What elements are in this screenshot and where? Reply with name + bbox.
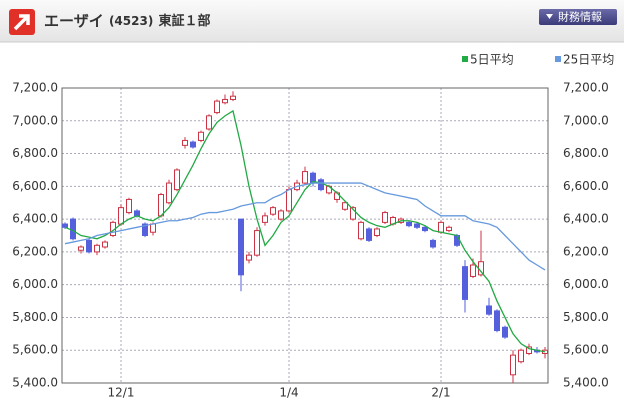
button-arrow — [546, 14, 553, 19]
candle-body — [86, 239, 92, 253]
y-tick-label: 5,600.0 — [12, 343, 58, 357]
icon-arrow — [13, 14, 30, 31]
candle-body — [406, 221, 412, 227]
candle-body — [126, 198, 132, 214]
y2-tick-label: 5,400.0 — [563, 376, 609, 390]
y2-tick-label: 6,800.0 — [563, 146, 609, 160]
candle-body — [190, 141, 196, 148]
candle-body — [502, 326, 508, 338]
candle-body — [422, 226, 428, 232]
y-tick-label: 5,400.0 — [12, 376, 58, 390]
candle-body — [526, 346, 532, 355]
candle-body — [494, 310, 500, 332]
candle-body — [102, 241, 108, 248]
candle-body — [270, 207, 276, 215]
y2-tick-label: 6,400.0 — [563, 212, 609, 226]
legend-swatch — [462, 56, 468, 62]
y-tick-label: 6,200.0 — [12, 244, 58, 258]
y-tick-label: 6,000.0 — [12, 277, 58, 291]
candle-body — [262, 215, 268, 223]
candle-body — [358, 221, 364, 240]
candle-body — [342, 202, 348, 210]
y-tick-label: 6,600.0 — [12, 179, 58, 193]
legend-label: 5日平均 — [470, 53, 514, 67]
y-tick-label: 7,200.0 — [12, 81, 58, 95]
candle-body — [246, 254, 252, 261]
candle-body — [238, 218, 244, 276]
candle-body — [198, 131, 204, 141]
candle-body — [470, 264, 476, 277]
candle-body — [230, 95, 236, 100]
candle-body — [374, 228, 380, 236]
ma-line — [64, 182, 546, 271]
candle-body — [222, 98, 228, 104]
legend-swatch — [555, 56, 561, 62]
title: エーザイ (4523) 東証１部 — [44, 12, 211, 30]
candle-body — [62, 223, 68, 228]
y2-tick-label: 5,600.0 — [563, 343, 609, 357]
candle-body — [318, 179, 324, 191]
candle-body — [174, 169, 180, 191]
candle-body — [286, 189, 292, 212]
candle-body — [158, 194, 164, 217]
y2-tick-label: 7,000.0 — [563, 113, 609, 127]
candle-body — [430, 239, 436, 248]
y2-tick-label: 5,800.0 — [563, 310, 609, 324]
button-bg[interactable] — [539, 9, 617, 25]
candle-body — [302, 171, 308, 184]
candle-body — [254, 230, 260, 256]
candle-body — [70, 218, 76, 240]
candle-body — [382, 212, 388, 223]
stock-code: (4523) — [109, 14, 153, 28]
candle-body — [134, 210, 140, 217]
candle-body — [414, 223, 420, 228]
candle-body — [510, 354, 516, 376]
candle-body — [446, 226, 452, 232]
x-tick-label: 12/1 — [108, 386, 135, 400]
candle-body — [142, 223, 148, 236]
candle-body — [278, 210, 284, 220]
candle-body — [438, 221, 444, 233]
y2-tick-label: 6,200.0 — [563, 244, 609, 258]
y-tick-label: 5,800.0 — [12, 310, 58, 324]
y2-tick-label: 6,600.0 — [563, 179, 609, 193]
y2-tick-label: 6,000.0 — [563, 277, 609, 291]
ma-line — [64, 109, 546, 353]
candle-body — [462, 266, 468, 300]
candle-body — [350, 207, 356, 220]
candle-body — [118, 207, 124, 225]
x-tick-label: 2/1 — [431, 386, 450, 400]
y-tick-label: 6,800.0 — [12, 146, 58, 160]
candle-body — [454, 235, 460, 246]
candle-body — [94, 244, 100, 253]
candle-body — [518, 349, 524, 363]
stock-name: エーザイ — [44, 12, 104, 30]
candle-body — [366, 228, 372, 241]
y2-tick-label: 7,200.0 — [563, 81, 609, 95]
candle-body — [78, 246, 84, 251]
candle-body — [166, 182, 172, 204]
candle-body — [150, 223, 156, 233]
legend-label: 25日平均 — [563, 53, 614, 67]
x-tick-label: 1/4 — [279, 386, 298, 400]
candle-body — [206, 115, 212, 130]
button[interactable]: 財務情報 — [539, 9, 617, 25]
candle-body — [182, 139, 188, 146]
y-tick-label: 7,000.0 — [12, 113, 58, 127]
candle-body — [486, 305, 492, 315]
button-label[interactable]: 財務情報 — [558, 10, 602, 24]
plot-frame — [61, 87, 549, 384]
candle-body — [214, 100, 220, 114]
y-tick-label: 6,400.0 — [12, 212, 58, 226]
header-bar — [0, 0, 624, 42]
market: 東証１部 — [159, 13, 211, 29]
